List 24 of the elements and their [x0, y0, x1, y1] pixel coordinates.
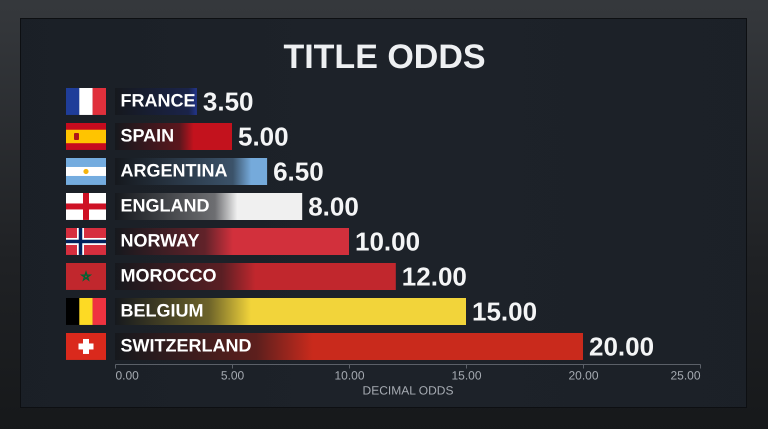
- chart-title: TITLE ODDS: [283, 38, 486, 76]
- x-tick-label: 5.00: [220, 368, 244, 382]
- data-label: 15.00: [472, 296, 538, 326]
- x-axis-title: DECIMAL ODDS: [362, 384, 454, 398]
- y-tick-label: BELGIUM: [120, 300, 204, 320]
- y-tick-label: SWITZERLAND: [120, 336, 252, 356]
- data-label: 10.00: [355, 226, 420, 256]
- y-tick-label: FRANCE: [120, 90, 196, 110]
- x-tick-label: 25.00: [670, 368, 701, 382]
- data-label: 3.50: [202, 86, 254, 116]
- data-label: 6.50: [273, 156, 324, 186]
- x-tick-label: 0.00: [116, 368, 140, 382]
- data-label: 20.00: [589, 332, 654, 362]
- data-label: 5.00: [238, 122, 289, 152]
- y-tick-label: MOROCCO: [120, 266, 216, 286]
- x-tick-label: 20.00: [568, 368, 599, 382]
- data-label: 8.00: [308, 192, 359, 222]
- y-tick-label: SPAIN: [120, 126, 174, 146]
- y-tick-label: ARGENTINA: [120, 160, 228, 180]
- x-tick-label: 15.00: [451, 368, 482, 382]
- data-label: 12.00: [402, 262, 467, 292]
- y-tick-label: ENGLAND: [120, 196, 210, 216]
- y-tick-label: NORWAY: [120, 230, 200, 250]
- x-tick-label: 10.00: [334, 368, 365, 382]
